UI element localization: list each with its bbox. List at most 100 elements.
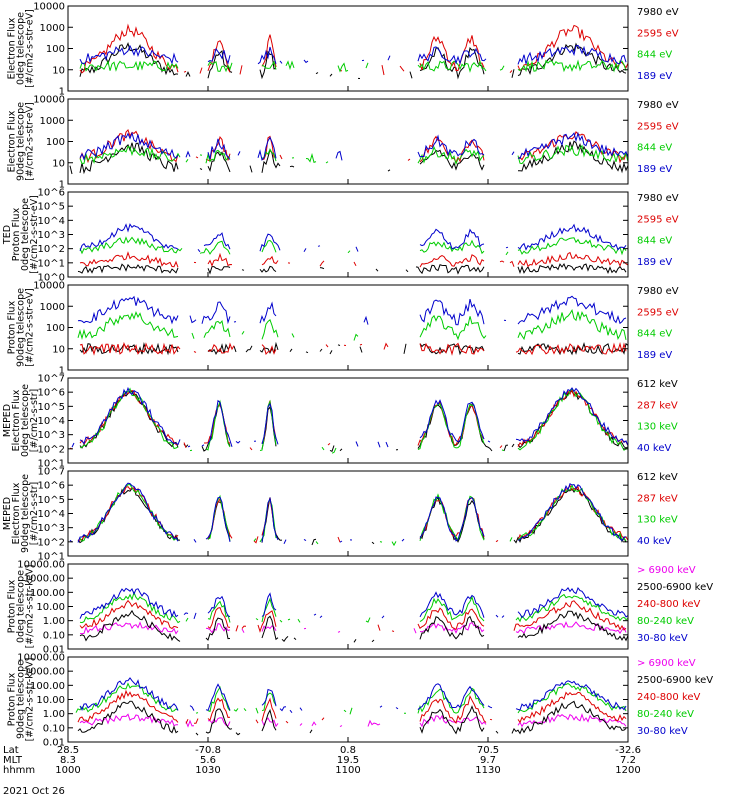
footer-value-hhmm: 1000 xyxy=(55,765,80,776)
y-tick-label: 100.00 xyxy=(30,681,65,692)
y-tick-label: 1000 xyxy=(40,23,65,34)
y-axis-label: 90deg telescope xyxy=(16,102,27,181)
y-axis-label: 90deg telescope xyxy=(20,474,31,553)
footer-value-lat: -32.6 xyxy=(615,745,641,756)
y-tick-label: 10000 xyxy=(33,281,65,292)
y-tick-label: 10^2 xyxy=(38,244,65,255)
y-tick-label: 10 xyxy=(52,65,65,76)
legend-entry: 2595 eV xyxy=(637,28,679,39)
y-tick-label: 10^5 xyxy=(38,495,65,506)
footer-value-mlt: 9.7 xyxy=(480,755,496,766)
y-axis-label: [#/cm2-s-str] xyxy=(29,389,40,452)
legend-entry: 80-240 keV xyxy=(637,616,694,627)
y-tick-label: 10^6 xyxy=(38,481,65,492)
y-tick-label: 100 xyxy=(46,323,65,334)
footer-value-lat: 28.5 xyxy=(57,745,79,756)
legend-entry: 287 keV xyxy=(637,400,678,411)
series-line xyxy=(79,483,627,547)
y-axis-label: [#/cm2-s-str-eV] xyxy=(25,288,36,367)
y-axis-label: Proton Flux xyxy=(7,579,18,633)
y-axis-label: Electron Flux xyxy=(7,110,18,172)
legend-entry: 189 eV xyxy=(637,257,672,268)
y-tick-label: 10.00 xyxy=(36,695,65,706)
y-tick-label: 1.00 xyxy=(43,709,65,720)
legend-entry: 7980 eV xyxy=(637,193,679,204)
series-line xyxy=(77,309,627,341)
series-line xyxy=(79,251,629,268)
series-line xyxy=(79,131,629,161)
legend-entry: 287 keV xyxy=(637,493,678,504)
footer-label-mlt: MLT xyxy=(3,755,23,766)
legend-entry: 2500-6900 keV xyxy=(637,675,713,686)
series-line xyxy=(79,44,627,66)
panel-8: 0.01 0.10 1.00 10.00 100.00 1000.00 10000.00 Pr… xyxy=(7,653,714,749)
legend-entry: 844 eV xyxy=(637,50,672,61)
legend-entry: 130 keV xyxy=(637,515,678,526)
footer-value-hhmm: 1130 xyxy=(475,765,500,776)
legend-entry: 612 keV xyxy=(637,379,678,390)
legend-entry: 130 keV xyxy=(637,422,678,433)
footer-value-mlt: 5.6 xyxy=(200,755,216,766)
series-line xyxy=(79,609,629,643)
y-axis-label: 0deg telescope xyxy=(16,12,27,85)
date-label: 2021 Oct 26 xyxy=(3,786,65,797)
legend-entry: 7980 eV xyxy=(637,100,679,111)
y-axis-label: Electron Flux xyxy=(11,482,22,544)
y-tick-label: 10^3 xyxy=(38,230,65,241)
legend-entry: 2595 eV xyxy=(637,307,679,318)
y-axis-label: Electron Flux xyxy=(7,17,18,79)
y-tick-label: 10^4 xyxy=(38,509,65,520)
legend-entry: 189 eV xyxy=(637,350,672,361)
y-tick-label: 100 xyxy=(46,137,65,148)
legend-entry: 30-80 keV xyxy=(637,726,688,737)
y-tick-label: 100 xyxy=(46,44,65,55)
y-tick-label: 1 xyxy=(59,366,65,377)
series-line xyxy=(79,144,629,166)
y-tick-label: 10 xyxy=(52,158,65,169)
y-tick-label: 1.00 xyxy=(43,616,65,627)
footer-label-hhmm: hhmm xyxy=(3,765,35,776)
legend-entry: 844 eV xyxy=(637,329,672,340)
y-tick-label: 10^2 xyxy=(38,444,65,455)
y-axis-label: 0deg telescope xyxy=(20,384,31,457)
y-axis-label: [#/cm2-s-str-keV] xyxy=(25,658,36,742)
y-tick-label: 1000 xyxy=(40,302,65,313)
series-line xyxy=(79,23,629,76)
y-tick-label: 10^3 xyxy=(38,523,65,534)
footer-value-lat: -70.8 xyxy=(195,745,221,756)
y-axis-label: [#/cm2-s-str-eV] xyxy=(25,102,36,181)
y-tick-label: 10 xyxy=(52,344,65,355)
y-axis-label: 90deg telescope xyxy=(16,660,27,739)
series-line xyxy=(71,386,629,448)
y-tick-label: 1000.00 xyxy=(24,667,65,678)
legend-entry: > 6900 keV xyxy=(637,658,696,669)
series-line xyxy=(79,42,627,80)
footer-value-hhmm: 1030 xyxy=(195,765,220,776)
footer-value-lat: 70.5 xyxy=(477,745,499,756)
legend-entry: 30-80 keV xyxy=(637,633,688,644)
y-tick-label: 10000 xyxy=(33,2,65,13)
legend-entry: 240-800 keV xyxy=(637,692,701,703)
legend-entry: 612 keV xyxy=(637,472,678,483)
footer-value-hhmm: 1200 xyxy=(615,765,640,776)
y-tick-label: 10^5 xyxy=(38,202,65,213)
y-tick-label: 10^2 xyxy=(38,537,65,548)
y-tick-label: 100.00 xyxy=(30,588,65,599)
y-tick-label: 1000 xyxy=(40,116,65,127)
series-line xyxy=(79,599,627,633)
y-axis-label: [#/cm2-s-str] xyxy=(29,482,40,545)
series-line xyxy=(79,59,627,73)
footer-label-lat: Lat xyxy=(3,745,19,756)
footer-value-lat: 0.8 xyxy=(340,745,356,756)
legend-entry: 7980 eV xyxy=(637,7,679,18)
y-tick-label: 10^1 xyxy=(38,552,65,563)
legend-entry: 844 eV xyxy=(637,236,672,247)
series-line xyxy=(77,689,627,725)
panel-7: 0.01 0.10 1.00 10.00 100.00 1000.00 10000.00 Pr… xyxy=(7,560,714,656)
y-axis-label: Proton Flux xyxy=(7,300,18,354)
y-axis-label: [#/cm2-s-str-eV] xyxy=(29,195,40,274)
series-line xyxy=(77,262,627,275)
